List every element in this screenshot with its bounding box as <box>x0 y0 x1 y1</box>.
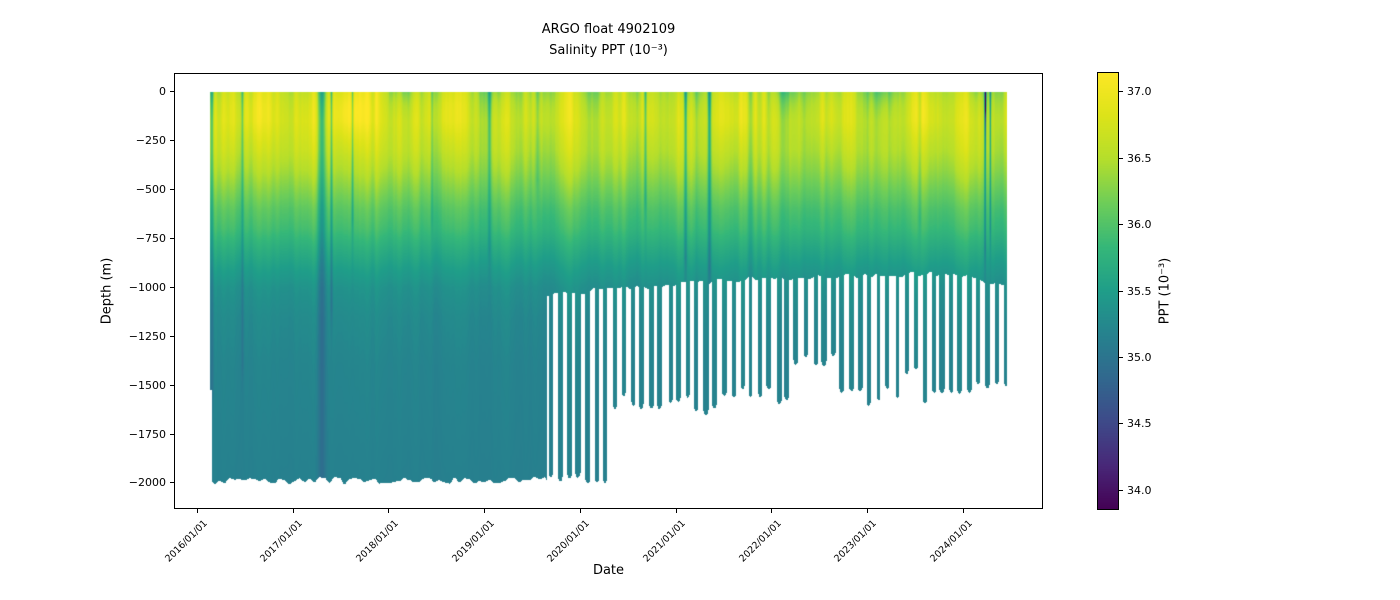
colorbar-tick-label: 34.5 <box>1127 417 1152 431</box>
colorbar-tick-label: 34.0 <box>1127 483 1152 497</box>
colorbar-tick-mark <box>1119 157 1123 159</box>
colorbar-tick-mark <box>1119 489 1123 491</box>
y-tick-mark <box>170 433 174 435</box>
colorbar-tick-mark <box>1119 224 1123 226</box>
x-tick-mark <box>197 509 199 513</box>
y-tick-mark <box>170 384 174 386</box>
x-tick-label: 2023/01/01 <box>832 518 880 565</box>
y-tick-mark <box>170 140 174 142</box>
y-tick-mark <box>170 189 174 191</box>
y-tick-mark <box>170 482 174 484</box>
x-tick-mark <box>866 509 868 513</box>
y-tick-mark <box>170 335 174 337</box>
x-tick-label: 2024/01/01 <box>928 518 975 565</box>
y-tick-label: −500 <box>135 183 166 197</box>
x-tick-label: 2019/01/01 <box>449 518 497 565</box>
y-tick-label: −2000 <box>128 476 166 490</box>
chart-title-line2: Salinity PPT (10⁻³) <box>549 43 668 58</box>
x-tick-mark <box>484 509 486 513</box>
x-tick-mark <box>771 509 773 513</box>
x-tick-label: 2022/01/01 <box>736 518 784 565</box>
colorbar-gradient <box>1097 72 1119 510</box>
y-tick-label: −1000 <box>128 280 166 294</box>
y-tick-label: −1250 <box>128 329 166 343</box>
x-tick-mark <box>388 509 390 513</box>
x-tick-mark <box>292 509 294 513</box>
colorbar-tick-mark <box>1119 91 1123 93</box>
x-tick-label: 2018/01/01 <box>354 518 401 565</box>
colorbar-label-wrap: PPT (10⁻³) <box>1148 72 1182 510</box>
colorbar-tick-label: 36.5 <box>1127 151 1152 165</box>
x-tick-mark <box>962 509 964 513</box>
y-tick-label: −1750 <box>128 427 166 441</box>
y-tick-label: −250 <box>135 134 166 148</box>
colorbar-label: PPT (10⁻³) <box>1157 257 1173 325</box>
colorbar-tick-label: 37.0 <box>1127 85 1152 99</box>
x-tick-label: 2016/01/01 <box>162 518 210 565</box>
y-tick-mark <box>170 238 174 240</box>
colorbar-tick-label: 36.0 <box>1127 218 1152 232</box>
x-tick-label: 2020/01/01 <box>545 518 593 565</box>
y-tick-mark <box>170 91 174 93</box>
y-tick-label: 0 <box>159 85 166 99</box>
x-tick-mark <box>579 509 581 513</box>
x-tick-label: 2021/01/01 <box>641 518 688 565</box>
colorbar-tick-mark <box>1119 423 1123 425</box>
y-tick-label: −750 <box>135 232 166 246</box>
x-axis-label: Date <box>592 563 625 578</box>
x-tick-mark <box>675 509 677 513</box>
colorbar-tick-mark <box>1119 290 1123 292</box>
colorbar-tick-label: 35.0 <box>1127 350 1152 364</box>
y-tick-label: −1500 <box>128 378 166 392</box>
colorbar-tick-mark <box>1119 356 1123 358</box>
x-tick-label: 2017/01/01 <box>258 518 306 565</box>
chart-title-line1: ARGO float 4902109 <box>541 22 676 37</box>
chart-title: ARGO float 4902109 Salinity PPT (10⁻³) <box>174 19 1043 61</box>
y-tick-mark <box>170 286 174 288</box>
colorbar-tick-label: 35.5 <box>1127 284 1152 298</box>
salinity-heatmap <box>174 73 1043 509</box>
